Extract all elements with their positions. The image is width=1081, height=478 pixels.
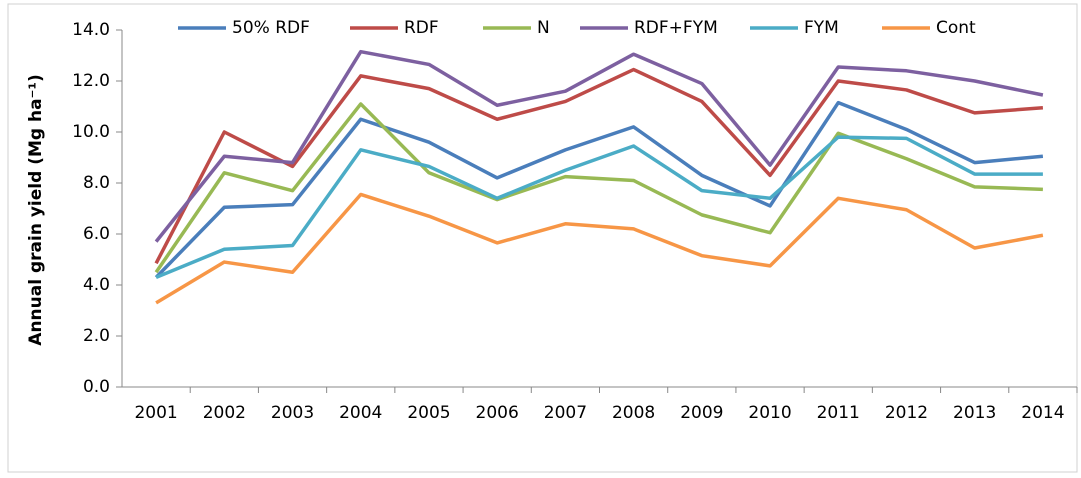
y-tick-label: 0.0 [83, 377, 110, 397]
x-tick-label: 2013 [953, 403, 996, 423]
x-tick-label: 2005 [407, 403, 450, 423]
x-tick-label: 2006 [476, 403, 519, 423]
x-tick-label: 2004 [339, 403, 382, 423]
legend-label: Cont [936, 18, 976, 38]
x-tick-label: 2014 [1021, 403, 1064, 423]
series-line [155, 135, 1043, 279]
y-tick-label: 14.0 [72, 20, 110, 40]
y-axis-label: Annual grain yield (Mg ha⁻¹) [26, 74, 46, 345]
legend-label: FYM [804, 18, 839, 38]
series-line [155, 192, 1044, 305]
legend-label: N [537, 18, 550, 38]
legend-label: RDF [404, 18, 439, 38]
x-tick-label: 2011 [817, 403, 860, 423]
y-tick-label: 12.0 [72, 71, 110, 91]
x-tick-label: 2007 [544, 403, 587, 423]
x-tick-label: 2008 [612, 403, 655, 423]
x-tick-label: 2002 [203, 403, 246, 423]
y-tick-label: 4.0 [83, 275, 110, 295]
chart-frame [7, 3, 1078, 473]
series-line [154, 102, 1043, 274]
y-tick-label: 8.0 [83, 173, 110, 193]
series-line [154, 100, 1044, 279]
x-tick-label: 2001 [134, 403, 177, 423]
x-tick-label: 2010 [748, 403, 791, 423]
series-line [154, 49, 1044, 243]
legend-label: 50% RDF [232, 18, 310, 38]
legend-label: RDF+FYM [634, 18, 718, 38]
y-tick-label: 6.0 [83, 224, 110, 244]
x-tick-label: 2012 [885, 403, 928, 423]
x-tick-label: 2009 [680, 403, 723, 423]
y-tick-label: 10.0 [72, 122, 110, 142]
series-line [154, 67, 1044, 265]
y-tick-label: 2.0 [83, 326, 110, 346]
x-tick-label: 2003 [271, 403, 314, 423]
